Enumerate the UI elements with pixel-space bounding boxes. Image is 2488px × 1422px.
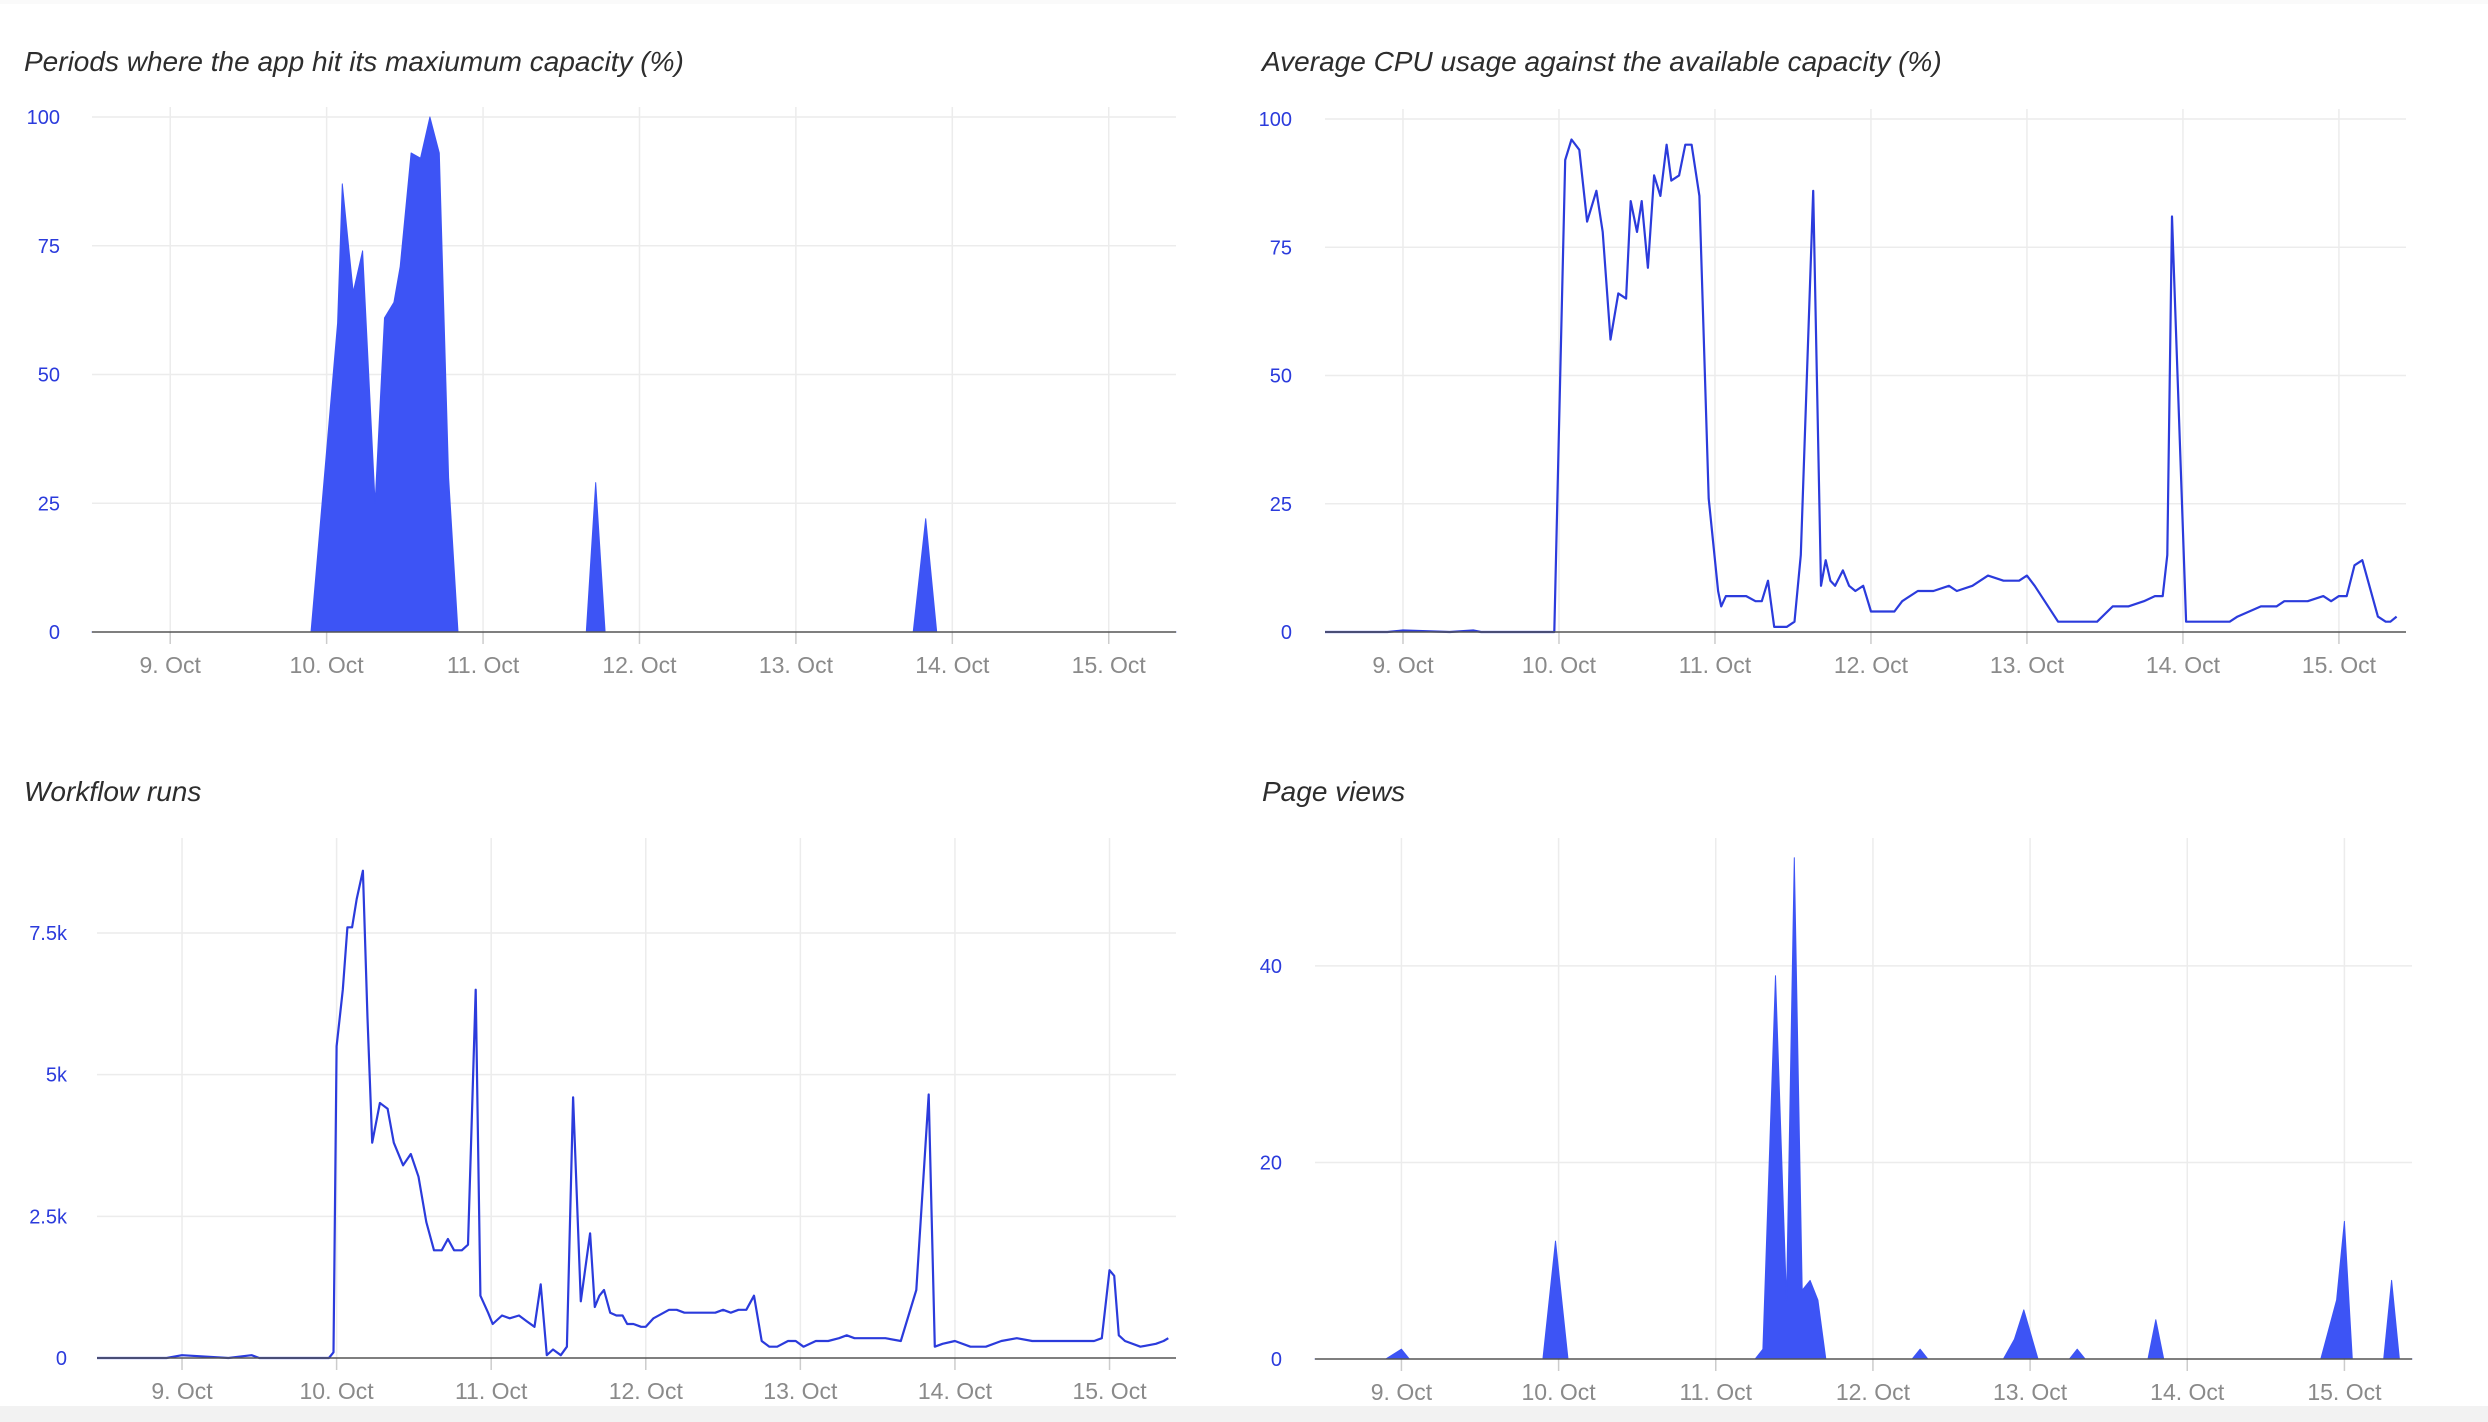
cpu-line-series: [1325, 138, 2398, 634]
capacity-chart-panel: Periods where the app hit its maxiumum c…: [0, 38, 1240, 698]
pageviews-x-tick-label: 14. Oct: [2150, 1379, 2225, 1405]
pageviews-y-tick-label: 20: [1260, 1152, 1282, 1174]
pageviews-chart-title: Page views: [1262, 776, 1406, 807]
cpu-y-tick-label: 75: [1270, 237, 1292, 259]
capacity-x-tick-label: 13. Oct: [759, 652, 834, 678]
cpu-x-tick-label: 9. Oct: [1372, 652, 1434, 678]
workflow-line-series: [97, 869, 1169, 1360]
workflow-y-tick-label: 2.5k: [29, 1206, 68, 1228]
pageviews-y-tick-label: 0: [1271, 1349, 1282, 1371]
workflow-y-tick-label: 0: [56, 1348, 67, 1370]
workflow-x-tick-label: 10. Oct: [300, 1378, 375, 1404]
cpu-y-tick-label: 25: [1270, 494, 1292, 516]
cpu-chart-panel: Average CPU usage against the available …: [1240, 38, 2488, 698]
workflow-chart: 9. Oct 10. Oct 11. Oct 12. Oct 13. Oct 14. Oc…: [29, 838, 1176, 1404]
workflow-x-tick-label: 9. Oct: [151, 1378, 213, 1404]
capacity-x-tick-label: 9. Oct: [140, 652, 202, 678]
pageviews-x-tick-label: 9. Oct: [1371, 1379, 1433, 1405]
capacity-y-tick-label: 25: [38, 493, 60, 515]
workflow-chart-panel: Workflow runs 9. Oct 10. Oct 11. Oct 12. Oc…: [0, 768, 1240, 1408]
workflow-x-tick-label: 13. Oct: [763, 1378, 838, 1404]
capacity-chart-title: Periods where the app hit its maxiumum c…: [24, 46, 684, 77]
capacity-y-tick-label: 100: [27, 107, 60, 129]
workflow-x-tick-label: 12. Oct: [609, 1378, 684, 1404]
capacity-x-tick-label: 15. Oct: [1072, 652, 1147, 678]
cpu-y-tick-label: 50: [1270, 366, 1292, 388]
cpu-y-tick-label: 0: [1281, 622, 1292, 644]
pageviews-chart-panel: Page views 9. Oct 10. Oct 11. Oct 12. Oct 13…: [1240, 768, 2488, 1408]
pageviews-x-tick-label: 13. Oct: [1993, 1379, 2068, 1405]
top-edge-strip: [0, 0, 2488, 4]
workflow-y-tick-label: 7.5k: [29, 923, 68, 945]
capacity-x-tick-label: 10. Oct: [290, 652, 365, 678]
pageviews-y-tick-label: 40: [1260, 956, 1282, 978]
capacity-y-tick-label: 0: [49, 622, 60, 644]
cpu-chart: 9. Oct 10. Oct 11. Oct 12. Oct 13. Oct 14. Oc…: [1259, 109, 2406, 678]
pageviews-x-tick-label: 11. Oct: [1680, 1379, 1753, 1405]
pageviews-x-tick-label: 12. Oct: [1836, 1379, 1911, 1405]
capacity-y-tick-label: 75: [38, 236, 60, 258]
pageviews-chart: 9. Oct 10. Oct 11. Oct 12. Oct 13. Oct 14. Oc…: [1260, 838, 2413, 1405]
capacity-x-tick-label: 14. Oct: [915, 652, 990, 678]
workflow-y-tick-label: 5k: [46, 1065, 68, 1087]
bottom-edge-strip: [0, 1406, 2488, 1422]
cpu-x-tick-label: 15. Oct: [2302, 652, 2377, 678]
pageviews-x-tick-label: 10. Oct: [1522, 1379, 1597, 1405]
cpu-chart-title: Average CPU usage against the available …: [1262, 46, 1942, 77]
workflow-x-tick-label: 15. Oct: [1072, 1378, 1147, 1404]
capacity-chart: 9. Oct 10. Oct 11. Oct 12. Oct 13. Oct 14. Oc…: [27, 107, 1177, 678]
capacity-x-tick-label: 12. Oct: [602, 652, 677, 678]
cpu-x-tick-label: 12. Oct: [1834, 652, 1909, 678]
pageviews-area-series: [1314, 857, 2413, 1360]
workflow-x-tick-label: 14. Oct: [918, 1378, 993, 1404]
cpu-x-tick-label: 14. Oct: [2146, 652, 2221, 678]
cpu-x-tick-label: 11. Oct: [1679, 652, 1752, 678]
cpu-y-tick-label: 100: [1259, 109, 1292, 131]
capacity-x-tick-label: 11. Oct: [447, 652, 520, 678]
pageviews-x-tick-label: 15. Oct: [2307, 1379, 2382, 1405]
workflow-x-tick-label: 11. Oct: [455, 1378, 528, 1404]
workflow-chart-title: Workflow runs: [24, 776, 202, 807]
cpu-x-tick-label: 10. Oct: [1522, 652, 1597, 678]
capacity-y-tick-label: 50: [38, 365, 60, 387]
cpu-x-tick-label: 13. Oct: [1990, 652, 2065, 678]
